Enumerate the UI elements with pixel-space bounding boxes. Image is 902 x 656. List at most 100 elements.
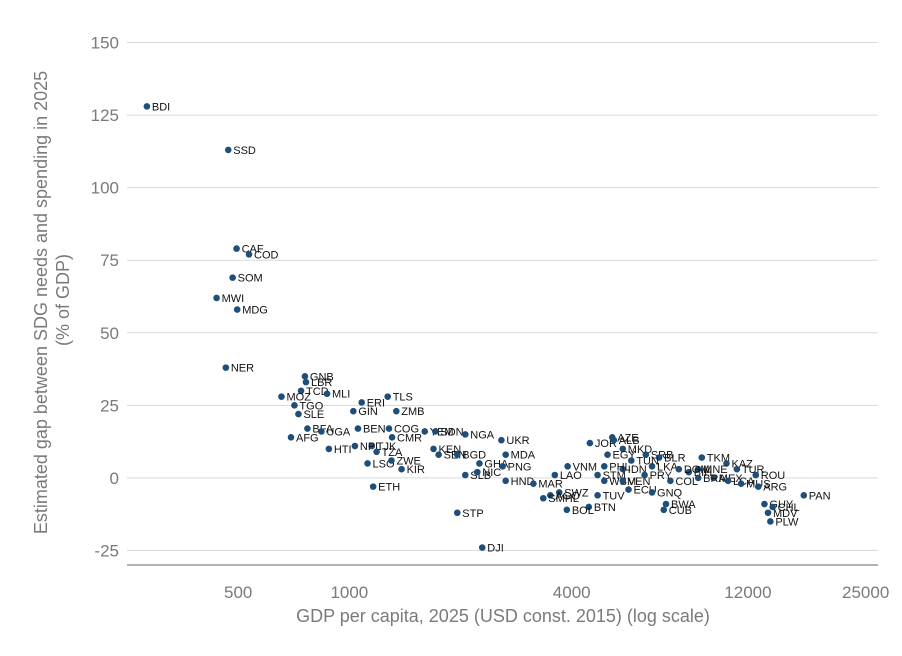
data-point <box>388 433 396 441</box>
data-point-label: ALB <box>619 435 640 447</box>
y-gridlines <box>127 42 878 551</box>
data-point-label: LBR <box>311 377 332 389</box>
data-point-label: ZMB <box>401 406 424 418</box>
data-point <box>733 465 741 473</box>
data-point-label: SLE <box>303 409 324 421</box>
data-point <box>213 294 220 302</box>
data-point-label: MDA <box>511 450 536 462</box>
data-point-label: BEN <box>363 424 386 436</box>
data-point-label: SOM <box>238 273 263 285</box>
data-point <box>737 480 745 488</box>
data-point <box>754 483 762 490</box>
data-point <box>245 251 253 258</box>
data-point <box>384 393 391 400</box>
data-point-label: GNB <box>310 371 334 383</box>
data-point-label: PRY <box>650 470 673 482</box>
data-point <box>724 477 732 485</box>
data-point-label: CMR <box>397 432 422 444</box>
data-point <box>539 494 547 502</box>
data-point <box>388 457 395 464</box>
data-point-label: SSD <box>233 145 256 157</box>
data-point <box>600 463 608 470</box>
data-point-label: SWZ <box>564 487 589 499</box>
y-tick-label: 125 <box>91 106 119 125</box>
data-point <box>551 471 559 479</box>
data-point-label: SMHL <box>548 493 579 505</box>
data-point <box>694 474 702 482</box>
data-point-label: MLI <box>332 389 350 401</box>
data-point <box>354 425 362 432</box>
data-point <box>233 245 240 252</box>
data-point <box>710 474 718 482</box>
data-point-label: HTI <box>334 444 352 456</box>
data-point-label: BRA <box>703 473 726 485</box>
data-point <box>351 442 359 450</box>
data-point <box>301 373 309 380</box>
data-point <box>564 463 571 470</box>
y-tick-label: -25 <box>94 541 119 560</box>
y-axis-title: Estimated gap between SDG needs and spen… <box>31 66 73 534</box>
data-point <box>461 471 469 479</box>
data-point <box>476 460 483 467</box>
data-point <box>600 477 608 485</box>
data-point-label: NER <box>231 363 254 375</box>
x-tick-label: 4000 <box>553 583 591 602</box>
data-point <box>432 428 439 435</box>
data-point-label: TLS <box>393 392 413 404</box>
data-point-label: DOM <box>684 464 710 476</box>
data-point <box>767 518 774 525</box>
data-point-label: TUR <box>742 464 765 476</box>
data-point <box>641 471 648 479</box>
data-point <box>364 460 371 467</box>
data-point <box>761 500 768 508</box>
x-axis-title: GDP per capita, 2025 (USD const. 2015) (… <box>296 606 710 626</box>
data-point-label: BDI <box>152 101 170 113</box>
y-tick-label: 100 <box>91 179 119 198</box>
data-point <box>594 471 601 479</box>
data-point-label: TCD <box>306 386 329 398</box>
data-point <box>453 451 461 458</box>
x-tick-label: 12000 <box>724 583 771 602</box>
data-point-label: NGA <box>470 429 495 441</box>
data-point <box>318 428 325 435</box>
data-point <box>323 390 331 398</box>
data-point <box>604 451 611 458</box>
data-point-label: KIR <box>407 464 425 476</box>
data-point-label: GNQ <box>657 487 683 499</box>
y-tick-label: 150 <box>91 34 119 53</box>
x-tick-label: 1000 <box>330 583 368 602</box>
data-point-label: TGO <box>299 400 323 412</box>
data-point-label: BLR <box>664 453 685 465</box>
data-point-label: AZE <box>617 432 638 444</box>
data-point <box>555 489 563 496</box>
data-point <box>398 465 405 473</box>
data-point-label: SDN <box>440 426 463 438</box>
data-point <box>350 407 357 415</box>
y-tick-label: 50 <box>100 324 119 343</box>
data-point <box>302 378 310 386</box>
data-point <box>625 486 632 493</box>
data-point <box>461 431 469 438</box>
data-point-label: VEN <box>628 476 651 488</box>
data-point-label: CUB <box>669 505 692 517</box>
y-axis-title-line-2: (% of GDP) <box>53 254 73 346</box>
data-point <box>430 445 437 453</box>
data-point-label: TUN <box>636 456 659 468</box>
data-point <box>800 492 808 499</box>
data-point <box>325 445 333 453</box>
data-point <box>698 454 706 461</box>
data-point <box>685 468 693 476</box>
data-point <box>143 103 151 110</box>
data-point-label: MAR <box>538 479 563 491</box>
data-point <box>660 506 668 514</box>
data-point <box>667 477 674 485</box>
data-point <box>628 457 635 464</box>
y-axis-title-line-1: Estimated gap between SDG needs and spen… <box>31 71 51 534</box>
data-point <box>224 146 232 154</box>
data-point-label: GIN <box>358 406 378 418</box>
y-tick-label: 25 <box>100 396 119 415</box>
data-point <box>764 509 772 517</box>
data-point-label: PHL <box>609 461 630 473</box>
data-point-label: UGA <box>326 426 351 438</box>
